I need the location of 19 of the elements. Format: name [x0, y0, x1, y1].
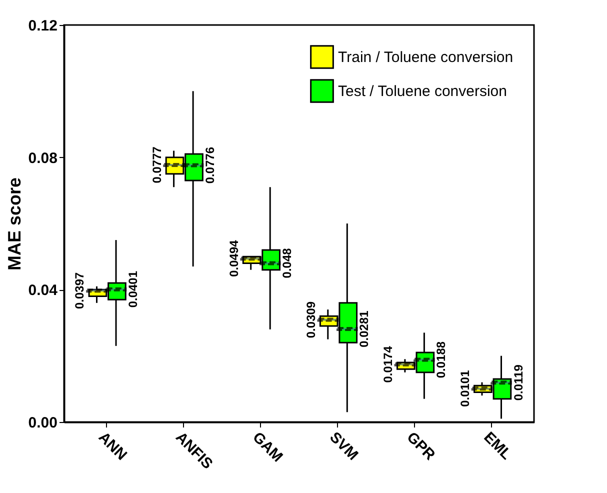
y-tick-label: 0.12: [28, 18, 58, 34]
annotation: 0.0777: [150, 146, 164, 184]
annotation: 0.0494: [226, 240, 241, 277]
annotation: 0.0174: [380, 346, 395, 383]
annotation: 0.0119: [511, 364, 526, 401]
y-tick-label: 0.08: [28, 150, 58, 167]
y-tick-label: 0.04: [28, 282, 58, 300]
annotation: 0.0309: [304, 301, 318, 338]
annotation: 0.0776: [203, 146, 218, 184]
legend-label: Train / Toluene conversion: [338, 49, 514, 66]
annotation: 0.0188: [434, 341, 448, 378]
legend-label: Test / Toluene conversion: [338, 83, 507, 100]
annotation: 0.0281: [357, 310, 372, 348]
y-tick-label: 0.00: [28, 414, 58, 432]
annotation: 0.0397: [72, 272, 87, 310]
annotation: 0.0401: [126, 270, 140, 308]
y-axis-title: MAE score: [4, 177, 24, 271]
annotation: 0.048: [280, 248, 294, 278]
annotation: 0.0101: [458, 370, 472, 407]
